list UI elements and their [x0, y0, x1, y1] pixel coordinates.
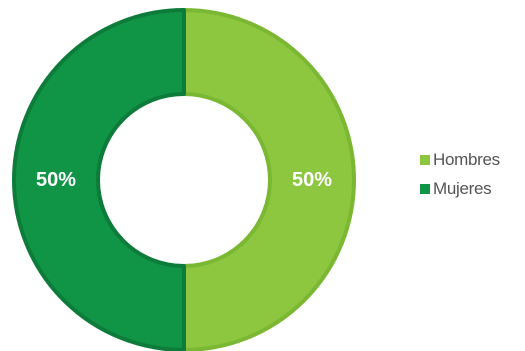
legend-label-hombres: Hombres: [433, 150, 500, 169]
legend-item-mujeres: Mujeres: [420, 177, 500, 201]
slice-labels: 50% 50%: [36, 169, 332, 191]
donut-slices: [12, 8, 356, 351]
slice-mujeres: [12, 8, 186, 351]
data-label-mujeres: 50%: [36, 169, 76, 191]
slice-hombres: [182, 8, 356, 351]
legend-item-hombres: Hombres: [420, 148, 500, 172]
legend-swatch-hombres: [420, 155, 430, 165]
data-label-hombres: 50%: [292, 169, 332, 191]
legend: Hombres Mujeres: [420, 148, 500, 206]
legend-label-mujeres: Mujeres: [433, 179, 492, 198]
legend-swatch-mujeres: [420, 184, 430, 194]
